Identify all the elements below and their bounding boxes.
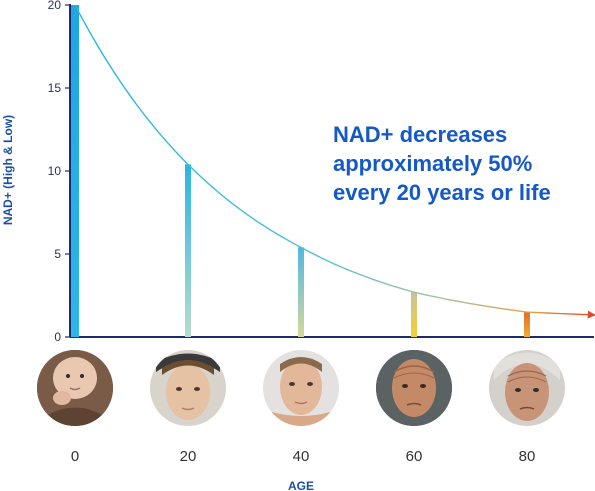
y-tick-label: 15 (48, 81, 62, 95)
adult-man-face-icon (289, 382, 313, 405)
bar-age-60 (411, 292, 417, 337)
x-tick-label: 80 (519, 448, 536, 465)
y-tick-label: 5 (54, 247, 61, 261)
face-age-20 (150, 350, 226, 426)
annotation-text: NAD+ decreases approximately 50% every 2… (333, 122, 551, 205)
x-tick-label: 40 (293, 448, 310, 465)
face-baby (37, 350, 113, 426)
bar-age-40 (298, 247, 304, 337)
face-age-80 (489, 350, 565, 426)
bar-age-80 (524, 312, 530, 337)
nad-decline-curve (74, 4, 595, 319)
bar-age-20 (185, 164, 191, 337)
face-age-40 (263, 350, 339, 426)
y-tick-label: 10 (48, 164, 62, 178)
x-tick-label: 60 (406, 448, 423, 465)
x-tick-label: 0 (71, 448, 79, 465)
elderly-man-face-icon (515, 388, 539, 410)
y-tick-label: 0 (54, 330, 61, 344)
baby-face-icon (66, 374, 84, 391)
annotation-line-1: NAD+ decreases (333, 122, 507, 147)
y-axis-title: NAD+ (High & Low) (1, 115, 15, 225)
young-man-face-icon (176, 387, 200, 411)
x-axis-title: AGE (288, 479, 314, 491)
y-tick-label: 20 (48, 0, 62, 12)
older-man-face-icon (402, 384, 426, 406)
x-tick-label: 20 (180, 448, 197, 465)
face-age-60 (376, 350, 452, 426)
bar-age-0 (71, 5, 79, 337)
annotation-line-2: approximately 50% (333, 151, 532, 176)
annotation-line-3: every 20 years or life (333, 180, 551, 205)
